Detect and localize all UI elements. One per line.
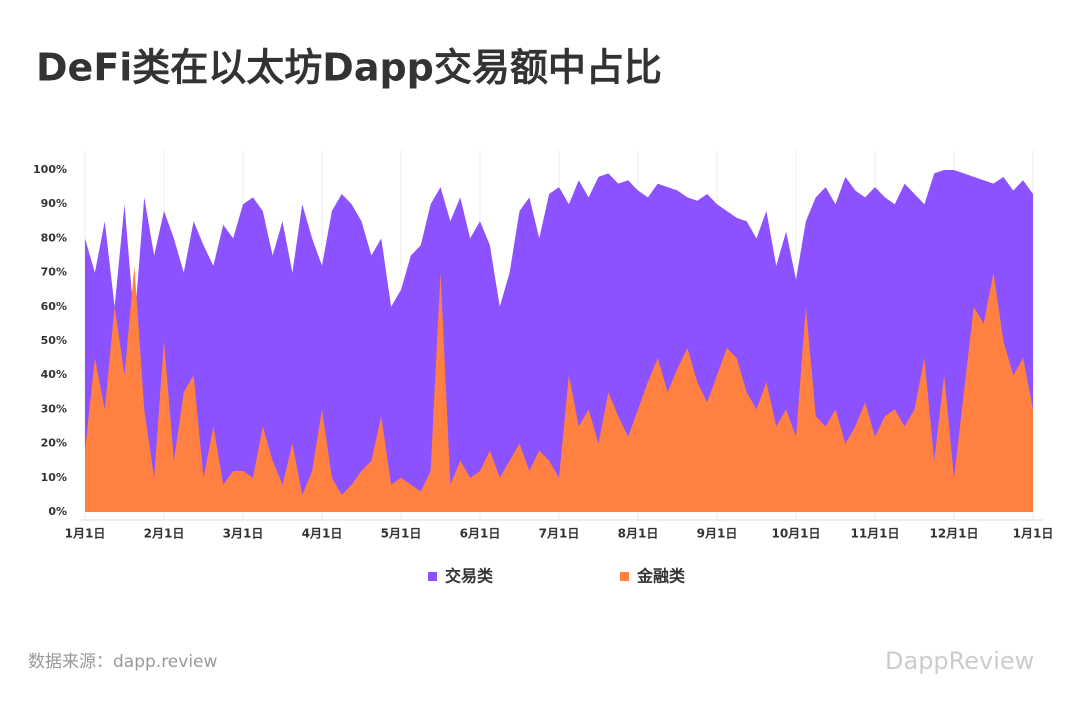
x-tick-label: 10月1日 bbox=[771, 527, 820, 541]
source: 数据来源：dapp.review bbox=[28, 652, 218, 672]
x-tick-label: 12月1日 bbox=[929, 527, 978, 541]
x-tick-label: 6月1日 bbox=[460, 527, 501, 541]
x-tick-label: 9月1日 bbox=[697, 527, 738, 541]
y-tick-label: 70% bbox=[41, 266, 67, 279]
watermark: DappReview bbox=[885, 647, 1034, 675]
legend-swatch bbox=[620, 572, 629, 581]
x-tick-label: 4月1日 bbox=[302, 527, 343, 541]
x-tick-label: 1月1日 bbox=[1013, 527, 1054, 541]
legend-label: 金融类 bbox=[636, 567, 686, 586]
x-tick-label: 5月1日 bbox=[381, 527, 422, 541]
y-tick-label: 90% bbox=[41, 197, 67, 210]
x-tick-label: 7月1日 bbox=[539, 527, 580, 541]
x-tick-label: 11月1日 bbox=[850, 527, 899, 541]
y-tick-label: 100% bbox=[33, 163, 67, 176]
legend-label: 交易类 bbox=[445, 567, 494, 586]
y-tick-label: 40% bbox=[41, 368, 67, 381]
x-tick-label: 3月1日 bbox=[223, 527, 264, 541]
y-tick-label: 10% bbox=[41, 471, 67, 484]
area bbox=[85, 265, 1033, 512]
x-tick-label: 2月1日 bbox=[144, 527, 185, 541]
y-tick-label: 30% bbox=[41, 402, 67, 415]
y-tick-label: 60% bbox=[41, 300, 67, 313]
y-tick-label: 80% bbox=[41, 231, 67, 244]
y-tick-label: 20% bbox=[41, 437, 67, 450]
chart-title: DeFi类在以太坊Dapp交易额中占比 bbox=[36, 46, 662, 90]
x-tick-label: 8月1日 bbox=[618, 527, 659, 541]
legend-swatch bbox=[428, 572, 437, 581]
x-tick-label: 1月1日 bbox=[65, 527, 106, 541]
y-tick-label: 0% bbox=[48, 505, 67, 518]
y-tick-label: 50% bbox=[41, 334, 67, 347]
